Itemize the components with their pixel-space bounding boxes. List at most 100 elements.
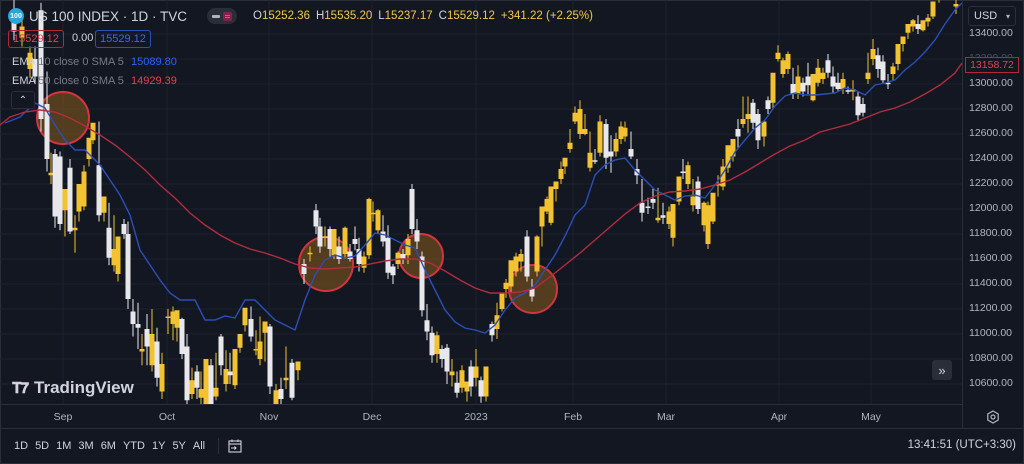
candle	[676, 176, 682, 206]
candle	[715, 175, 721, 197]
range-ytd[interactable]: YTD	[122, 440, 145, 452]
candle	[775, 45, 781, 62]
range-5y[interactable]: 5Y	[172, 440, 186, 452]
candle	[489, 321, 495, 342]
candle	[424, 304, 430, 341]
candle	[499, 292, 505, 312]
price-axis[interactable]: 13400.0013200.0013000.0012800.0012600.00…	[962, 0, 1024, 428]
clock-timezone[interactable]: 13:41:51 (UTC+3:30)	[907, 439, 1016, 451]
candle	[159, 352, 165, 399]
currency-label: USD	[974, 10, 998, 22]
candle	[307, 246, 313, 262]
candle	[130, 299, 136, 337]
candle	[745, 96, 751, 133]
sell-price-button[interactable]: 15529.12	[8, 30, 64, 48]
candle	[815, 59, 821, 87]
candle	[385, 225, 391, 279]
candle	[301, 259, 307, 284]
candle	[248, 306, 254, 342]
low-label: L	[378, 10, 385, 22]
range-1d[interactable]: 1D	[14, 440, 29, 452]
candle	[597, 115, 603, 157]
range-1y[interactable]: 1Y	[151, 440, 166, 452]
candle	[666, 206, 672, 229]
candle	[810, 74, 816, 102]
candle	[785, 51, 791, 74]
bottom-toolbar: 1D 5D 1M 3M 6M YTD 1Y 5Y All 13:41:51 (U…	[0, 428, 1024, 464]
candle	[825, 54, 831, 78]
candle	[534, 235, 540, 277]
time-axis[interactable]: Sep Oct Nov Dec 2023 Feb Mar Apr May	[0, 404, 962, 429]
range-3m[interactable]: 3M	[78, 440, 94, 452]
currency-select[interactable]: USD ▾	[968, 6, 1016, 26]
time-tick-label: Nov	[259, 411, 279, 423]
candle	[765, 96, 771, 114]
candle	[139, 334, 145, 366]
candle	[449, 359, 455, 387]
indicator-name: EMA	[12, 56, 36, 68]
candle	[880, 55, 886, 84]
candle	[32, 46, 38, 84]
candle	[267, 324, 273, 394]
price-tick-label: 12800.00	[969, 102, 1013, 114]
candle	[830, 66, 836, 93]
header-toggle-buttons[interactable]	[207, 8, 238, 24]
candle	[52, 149, 58, 228]
candle	[670, 204, 676, 247]
time-tick-label: Apr	[770, 411, 788, 423]
indicator-ema-50[interactable]: EMA 50 close 0 SMA 5 14929.39	[12, 75, 177, 87]
candle	[283, 346, 289, 389]
candle	[483, 366, 489, 402]
candle	[322, 226, 328, 247]
highlight-circle[interactable]	[36, 91, 90, 145]
price-chart-canvas[interactable]	[0, 0, 962, 404]
candle	[622, 121, 628, 142]
scroll-to-realtime-button[interactable]: »	[932, 360, 952, 380]
double-chevron-right-icon: »	[938, 362, 946, 378]
candle	[179, 317, 185, 359]
chart-settings-icon[interactable]	[986, 410, 1000, 424]
collapse-indicators-button[interactable]: ⌃	[11, 91, 35, 109]
candle	[761, 121, 767, 147]
candle	[370, 201, 376, 222]
minus-icon[interactable]	[212, 14, 221, 18]
candle	[149, 309, 155, 372]
candle	[478, 376, 484, 403]
candle	[203, 359, 209, 404]
candle	[650, 187, 656, 209]
tradingview-logo[interactable]: 𝐓𝟕 TradingView	[12, 378, 134, 398]
range-6m[interactable]: 6M	[100, 440, 116, 452]
symbol-title[interactable]: US 100 INDEX · 1D · TVC	[29, 8, 188, 24]
candle	[473, 349, 479, 387]
range-all[interactable]: All	[192, 440, 206, 452]
candle	[135, 302, 141, 349]
price-tick-label: 11000.00	[969, 327, 1013, 339]
candle	[101, 196, 107, 222]
candle	[780, 57, 786, 78]
candle	[508, 260, 514, 293]
spread-value: 0.00	[72, 32, 94, 44]
candle	[57, 151, 63, 231]
indicator-ema-10[interactable]: EMA 10 close 0 SMA 5 15089.80	[12, 56, 177, 68]
candle	[414, 219, 420, 249]
range-1m[interactable]: 1M	[56, 440, 72, 452]
chevron-up-icon: ⌃	[18, 94, 28, 106]
equals-icon[interactable]	[223, 11, 233, 21]
candle	[19, 16, 25, 47]
candle	[76, 184, 82, 222]
candle	[390, 264, 396, 284]
candle	[582, 114, 588, 136]
candle	[352, 226, 358, 251]
candle	[115, 236, 121, 282]
buy-price-button[interactable]: 15529.12	[95, 30, 151, 48]
candle	[144, 314, 150, 366]
go-to-date-calendar-icon[interactable]	[227, 438, 243, 454]
candle	[925, 14, 931, 27]
candle	[805, 62, 811, 94]
candle	[444, 344, 450, 384]
time-tick-label: Mar	[656, 411, 676, 423]
range-5d[interactable]: 5D	[35, 440, 50, 452]
candle	[375, 209, 381, 234]
candle	[835, 72, 841, 92]
candle	[905, 24, 911, 39]
